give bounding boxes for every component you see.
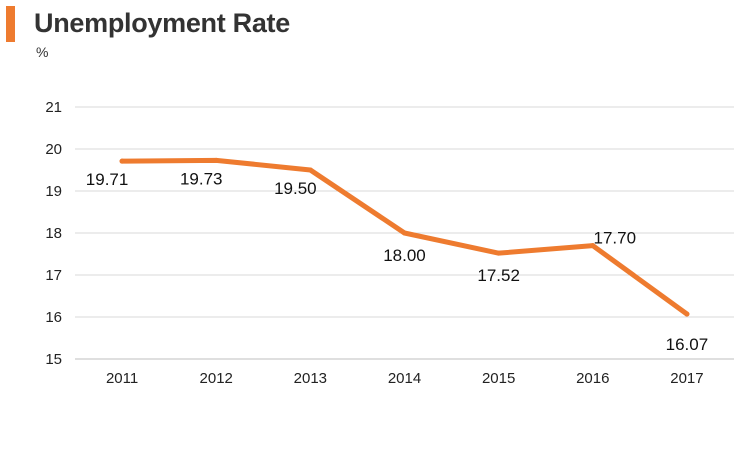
data-label: 17.52	[477, 266, 520, 285]
y-tick-label: 20	[45, 141, 62, 158]
data-point	[684, 311, 690, 317]
x-tick-label: 2015	[482, 370, 515, 387]
y-tick-label: 18	[45, 225, 62, 242]
data-point	[213, 157, 219, 163]
data-label: 16.07	[666, 335, 709, 354]
data-point	[402, 230, 407, 236]
y-tick-label: 16	[45, 309, 62, 326]
data-point	[307, 167, 313, 173]
y-unit-label: %	[36, 44, 49, 60]
title-accent-bar	[6, 6, 15, 42]
chart-title: Unemployment Rate	[34, 8, 290, 38]
data-label: 19.73	[180, 169, 223, 188]
data-label: 19.71	[86, 170, 129, 189]
x-tick-label: 2013	[294, 370, 327, 387]
data-label: 19.50	[274, 179, 317, 198]
data-label: 18.00	[383, 246, 426, 265]
x-tick-label: 2014	[388, 370, 421, 387]
data-label: 17.70	[594, 229, 637, 248]
data-point	[119, 158, 125, 164]
y-tick-label: 21	[45, 99, 62, 116]
y-tick-label: 15	[45, 351, 62, 368]
y-tick-label: 17	[45, 267, 62, 284]
x-tick-label: 2017	[670, 370, 703, 387]
data-point	[496, 250, 502, 256]
x-tick-label: 2012	[200, 370, 233, 387]
x-tick-label: 2011	[106, 370, 138, 387]
y-tick-label: 19	[45, 183, 62, 200]
x-tick-label: 2016	[576, 370, 609, 387]
data-point	[590, 243, 596, 249]
